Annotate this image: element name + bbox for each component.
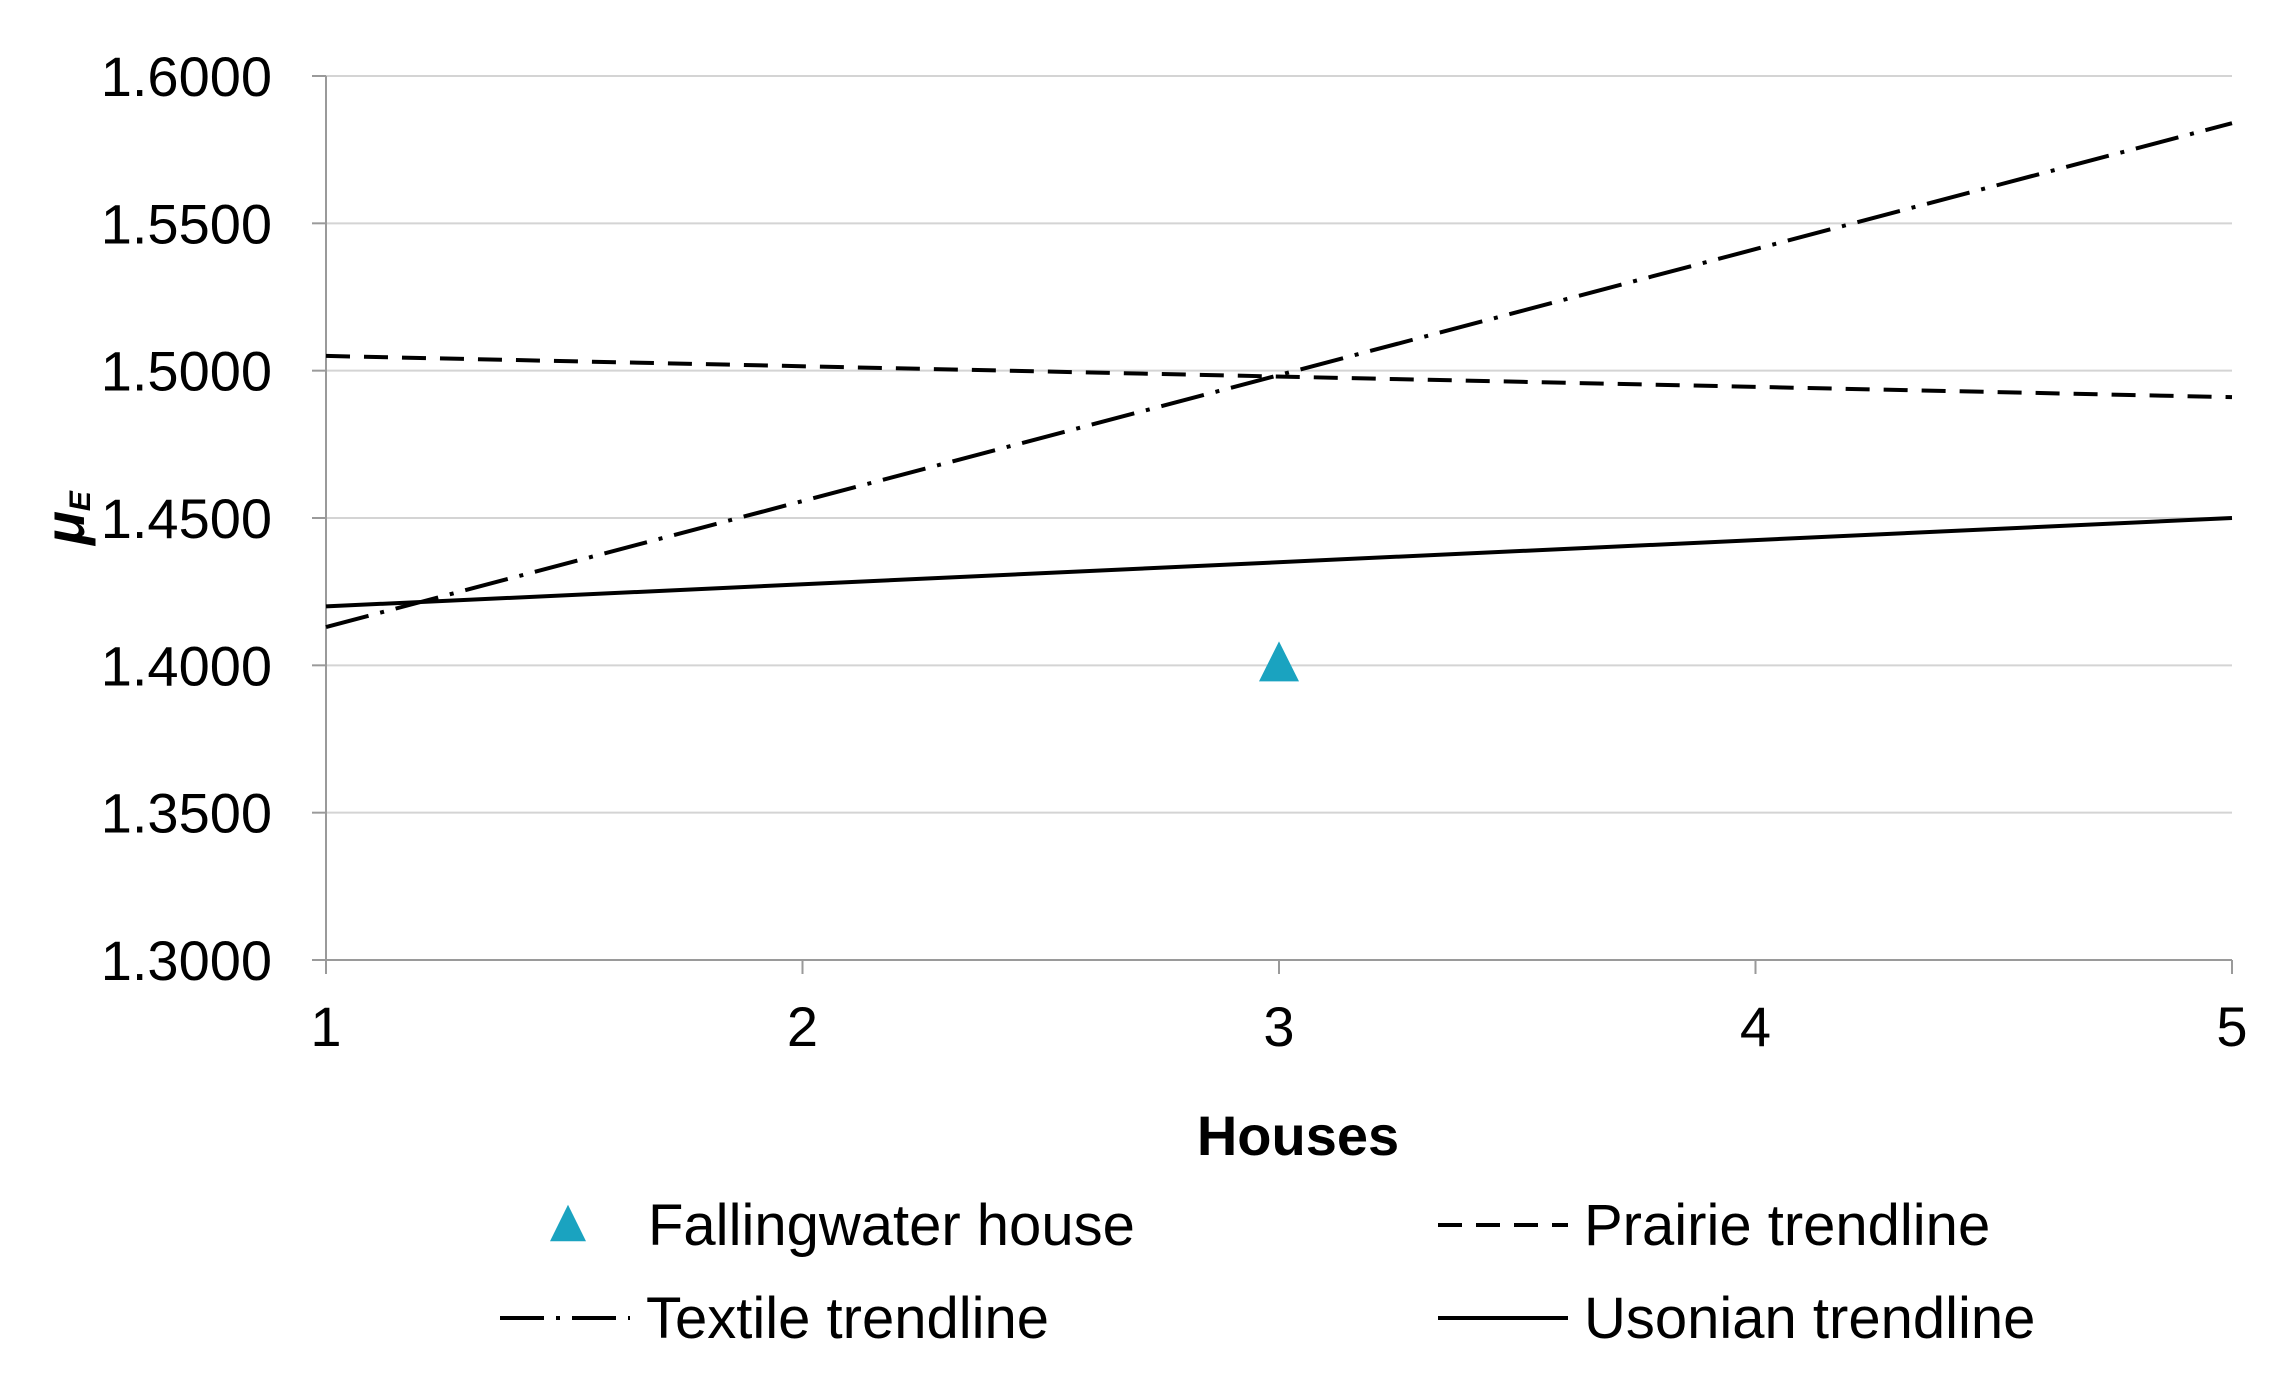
x-tick-label: 4 <box>1740 995 1771 1058</box>
y-tick-label: 1.6000 <box>101 45 272 108</box>
fallingwater-house-marker <box>1259 641 1299 682</box>
prairie-trendline-line <box>325 353 2233 400</box>
y-axis-symbol: μ <box>33 511 96 547</box>
legend-item: Textile trendline <box>500 1286 1049 1351</box>
x-tick-label: 3 <box>1263 995 1294 1058</box>
axes <box>312 75 2233 974</box>
x-tick-label: 1 <box>310 995 341 1058</box>
legend-item: Prairie trendline <box>1438 1193 1990 1258</box>
legend-label: Prairie trendline <box>1584 1193 1990 1258</box>
legend-label: Fallingwater house <box>648 1193 1135 1258</box>
gridlines <box>326 75 2232 814</box>
x-axis-title: Houses <box>1197 1104 1399 1167</box>
plot-series <box>325 121 2233 682</box>
legend-item: Fallingwater house <box>550 1193 1135 1258</box>
y-tick-label: 1.4000 <box>101 634 272 697</box>
y-tick-label: 1.5000 <box>101 340 272 403</box>
legend-label: Usonian trendline <box>1584 1286 2035 1351</box>
svg-text:μE: μE <box>33 490 97 547</box>
y-axis-title: μE <box>33 490 97 547</box>
x-tick-labels: 1 2 3 4 5 <box>310 995 2247 1058</box>
legend: Fallingwater house Prairie trendline Texti… <box>500 1193 2035 1351</box>
legend-item: Usonian trendline <box>1438 1286 2035 1351</box>
x-tick-label: 2 <box>787 995 818 1058</box>
legend-marker-triangle <box>550 1204 586 1242</box>
x-tick-label: 5 <box>2216 995 2247 1058</box>
legend-label: Textile trendline <box>646 1286 1049 1351</box>
y-tick-label: 1.4500 <box>101 487 272 550</box>
y-tick-label: 1.3000 <box>101 929 272 992</box>
usonian-trendline-line <box>325 516 2233 609</box>
y-tick-label: 1.3500 <box>101 782 272 845</box>
y-tick-label: 1.5500 <box>101 192 272 255</box>
y-tick-labels: 1.3000 1.3500 1.4000 1.4500 1.5000 1.5500 1.60… <box>101 45 272 992</box>
y-axis-subscript: E <box>64 490 97 511</box>
textile-trendline-line <box>325 121 2233 629</box>
